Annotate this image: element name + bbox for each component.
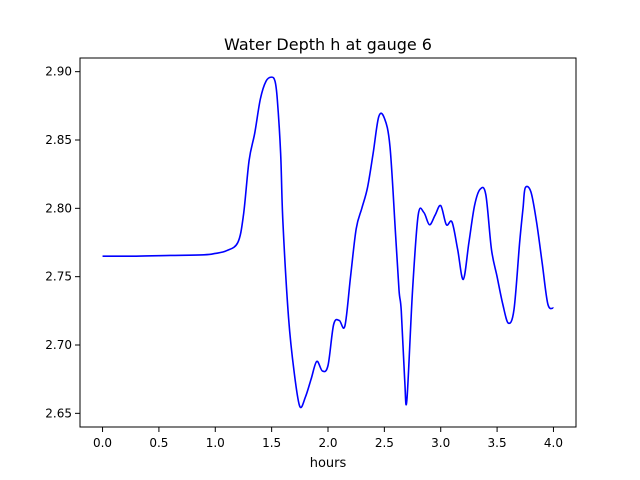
x-axis: 0.0 0.5 1.0 1.5 2.0 2.5 3.0 3.5 4.0 — [93, 427, 563, 450]
x-tick-label: 1.0 — [206, 436, 225, 450]
y-axis: 2.65 2.70 2.75 2.80 2.85 2.90 — [45, 65, 80, 420]
x-tick-label: 4.0 — [544, 436, 563, 450]
x-tick-label: 0.0 — [93, 436, 112, 450]
y-tick-label: 2.75 — [45, 270, 72, 284]
chart-title: Water Depth h at gauge 6 — [224, 35, 432, 54]
x-tick-label: 2.0 — [318, 436, 337, 450]
y-tick-label: 2.80 — [45, 201, 72, 215]
plot-area — [102, 76, 554, 409]
x-tick-label: 1.5 — [262, 436, 281, 450]
plot-frame — [79, 57, 577, 428]
y-tick-label: 2.70 — [45, 338, 72, 352]
x-tick-label: 0.5 — [149, 436, 168, 450]
y-tick-label: 2.65 — [45, 406, 72, 420]
x-tick-label: 3.5 — [488, 436, 507, 450]
y-tick-label: 2.90 — [45, 65, 72, 79]
y-tick-label: 2.85 — [45, 133, 72, 147]
x-axis-label: hours — [310, 456, 347, 471]
x-tick-label: 3.0 — [431, 436, 450, 450]
x-tick-label: 2.5 — [375, 436, 394, 450]
series-line-0 — [102, 76, 554, 409]
